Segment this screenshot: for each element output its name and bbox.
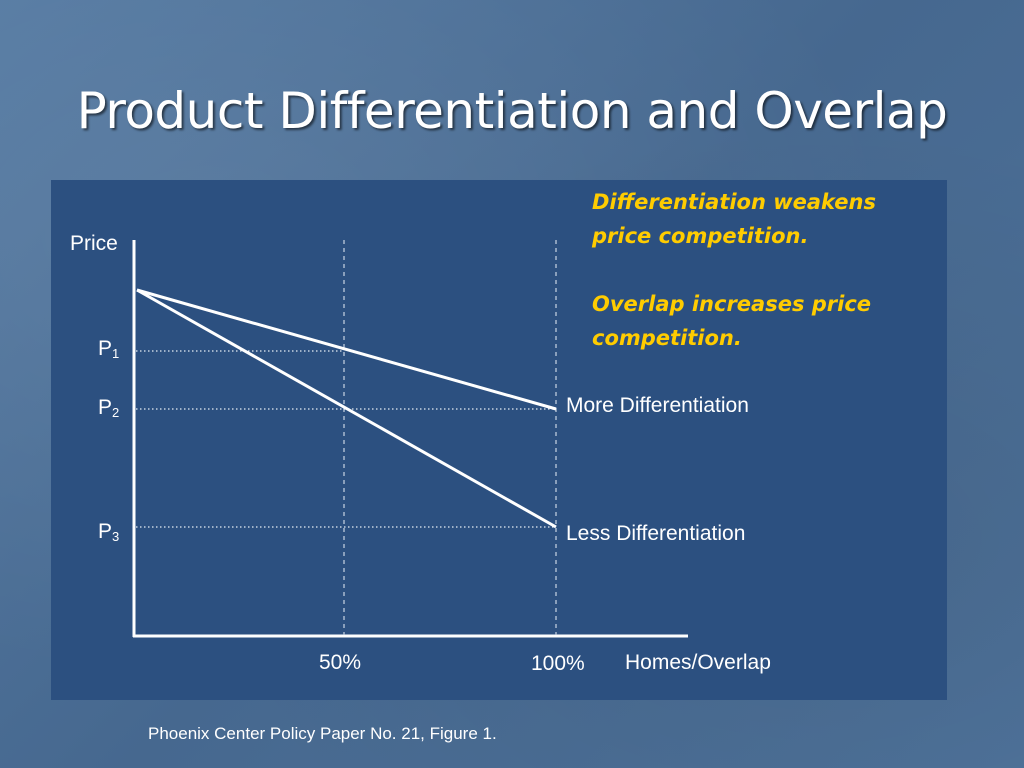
price-label-p2-base: P bbox=[98, 396, 113, 419]
price-label-p3-sub: 3 bbox=[112, 529, 120, 544]
price-label-p3: P3 bbox=[98, 520, 119, 544]
x-tick-100-label: 100% bbox=[531, 652, 585, 675]
more-differentiation-label: More Differentiation bbox=[566, 394, 749, 417]
less-differentiation-label: Less Differentiation bbox=[566, 522, 746, 545]
slide-title: Product Differentiation and Overlap bbox=[76, 82, 948, 140]
x-tick-50-label: 50% bbox=[319, 651, 362, 674]
price-label-p2: P2 bbox=[98, 396, 119, 420]
price-label-p1-base: P bbox=[98, 337, 113, 360]
note-overlap: Overlap increases price competition. bbox=[592, 292, 872, 350]
less-differentiation-line bbox=[136, 288, 557, 529]
x-axis-label: Homes/Overlap bbox=[625, 651, 771, 674]
price-label-p3-base: P bbox=[98, 520, 113, 543]
price-label-p1-sub: 1 bbox=[112, 346, 120, 361]
more-differentiation-line bbox=[136, 288, 557, 411]
diagram-panel: Price P1 P2 P3 More Differentiation Less… bbox=[51, 180, 947, 700]
price-label-p1: P1 bbox=[98, 337, 119, 361]
price-label-p2-sub: 2 bbox=[112, 405, 120, 420]
diagram-svg bbox=[132, 240, 688, 638]
note-differentiation: Differentiation weakens price competitio… bbox=[592, 190, 876, 248]
source-citation: Phoenix Center Policy Paper No. 21, Figu… bbox=[148, 724, 497, 743]
y-axis-label: Price bbox=[70, 232, 118, 255]
